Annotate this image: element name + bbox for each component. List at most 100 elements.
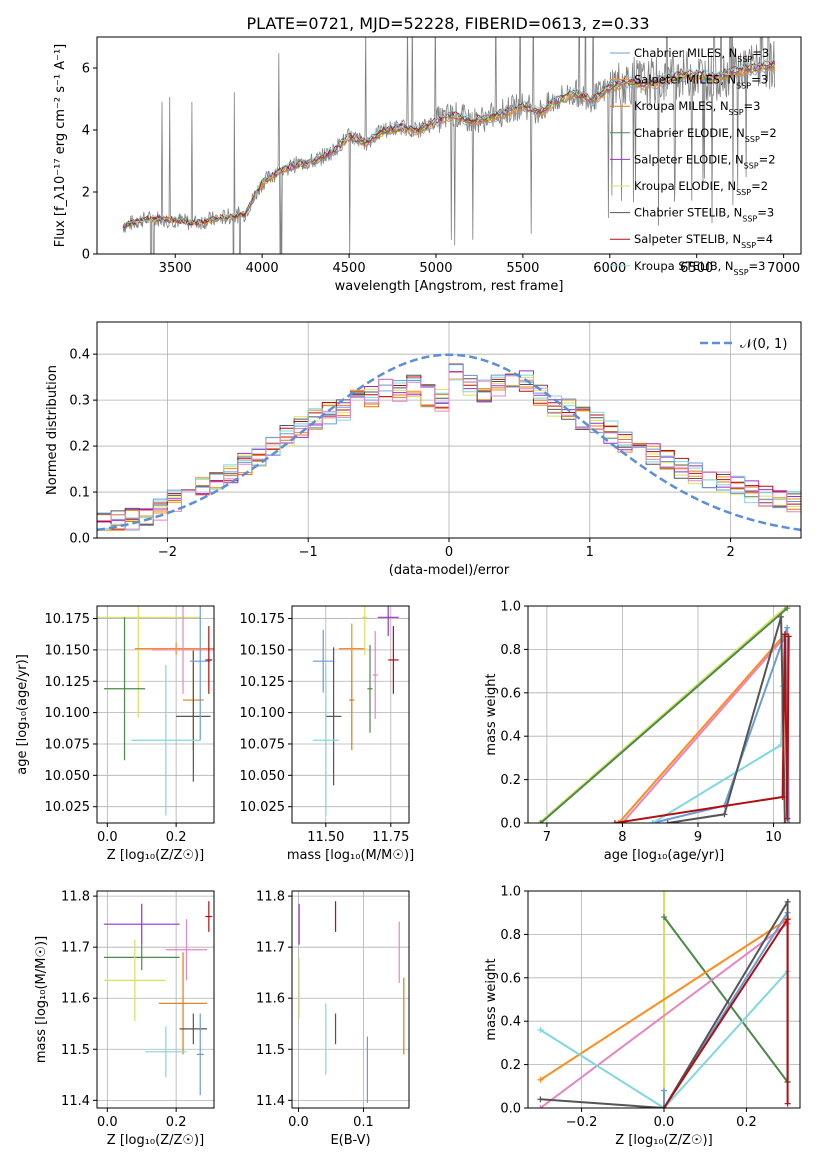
- y-tick-label: 11.6: [61, 992, 90, 1007]
- x-tick-label: 0.1: [353, 1115, 374, 1130]
- y-tick-label: 0.0: [500, 817, 521, 832]
- y-tick-label: 0.0: [500, 1102, 521, 1117]
- legend-entry: Chabrier MILES, NSSP=3: [634, 46, 769, 64]
- legend-text: Salpeter MILES, N: [634, 73, 736, 87]
- legend-suffix: =3: [752, 46, 769, 60]
- legend-subscript: SSP: [744, 161, 759, 170]
- legend-entry: Salpeter MILES, NSSP=3: [634, 73, 768, 91]
- y-tick-label: 10.175: [240, 612, 286, 627]
- weight-line: [663, 916, 789, 1083]
- mass-vs-reddening-panel: 0.0 0.1 11.4 11.5 11.6 11.7 11.8 E(B-V): [256, 890, 410, 1148]
- y-tick-label: 0.4: [69, 348, 90, 363]
- weight-line: [538, 606, 788, 823]
- legend-entry: Chabrier ELODIE, NSSP=2: [634, 126, 777, 144]
- x-tick-label: 5500: [506, 261, 539, 276]
- legend-entry: Salpeter STELIB, NSSP=4: [634, 232, 773, 250]
- x-tick-label: −0.2: [566, 1115, 598, 1130]
- axes-frame: [96, 321, 802, 539]
- weight-line: [539, 918, 789, 1081]
- x-tick-label: 3500: [159, 261, 192, 276]
- y-tick-label: 10.025: [240, 800, 286, 815]
- y-tick-label: 0.1: [69, 486, 90, 501]
- errorbar-layer: [103, 901, 213, 1096]
- y-tick-label: 0.4: [500, 730, 521, 745]
- axes-frame: [96, 605, 215, 824]
- axes-frame: [527, 605, 801, 824]
- x-tick-label: 11.75: [372, 830, 409, 845]
- legend-text: Kroupa MILES, N: [634, 99, 729, 113]
- errorbar-point: [377, 606, 399, 637]
- y-tick-label: 10.075: [240, 737, 286, 752]
- errorbar-point: [312, 664, 339, 816]
- x-tick-label: 6500: [680, 261, 713, 276]
- x-axis-label: (data-model)/error: [389, 563, 510, 578]
- legend-suffix: =3: [749, 259, 766, 273]
- x-tick-label: 0.0: [97, 830, 118, 845]
- model-spectrum-salpeter-miles: [122, 67, 776, 228]
- y-axis-label: mass weight: [484, 673, 499, 755]
- y-tick-label: 0.2: [500, 1058, 521, 1073]
- legend-subscript: SSP: [742, 214, 757, 223]
- y-tick-label: 0.6: [500, 971, 521, 986]
- x-tick-label: 6000: [593, 261, 626, 276]
- histogram-layer: [97, 353, 801, 538]
- weight-line: [540, 607, 788, 823]
- errorbar-point: [372, 631, 378, 719]
- y-tick-label: 10.125: [240, 675, 286, 690]
- y-tick-label: 4: [82, 124, 90, 139]
- errorbar-point: [134, 642, 214, 655]
- y-tick-label: 11.4: [256, 1094, 285, 1109]
- errorbar-point: [362, 606, 368, 655]
- errorbar-point: [325, 647, 342, 786]
- legend-text: Kroupa ELODIE, N: [634, 179, 736, 193]
- y-tick-label: 11.7: [61, 941, 90, 956]
- axes-frame: [96, 36, 802, 255]
- age-vs-metallicity-panel: 0.0 0.2 10.025 10.050 10.075 10.100 10.125 10.1…: [15, 605, 215, 863]
- model-spectrum-salpeter-elodie: [122, 63, 776, 229]
- legend-subscript: SSP: [745, 134, 760, 143]
- y-tick-label: 6: [82, 62, 90, 77]
- y-tick-label: 0.2: [69, 440, 90, 455]
- legend-entry: Salpeter ELODIE, NSSP=2: [634, 152, 776, 170]
- y-tick-label: 2: [82, 186, 90, 201]
- legend-suffix: =4: [756, 232, 773, 246]
- x-axis-label: wavelength [Angstrom, rest frame]: [335, 279, 564, 294]
- errorbar-point: [131, 664, 201, 816]
- legend-entry: 𝒩(0, 1): [740, 337, 787, 352]
- y-tick-label: 0: [82, 248, 90, 263]
- weight-line: [617, 633, 786, 823]
- y-tick-label: 10.025: [45, 800, 91, 815]
- y-tick-label: 0.4: [500, 1015, 521, 1030]
- y-tick-label: 10.100: [45, 706, 91, 721]
- x-tick-label: 0.2: [736, 1115, 757, 1130]
- x-axis-label: Z [log₁₀(Z/Z☉)]: [107, 1133, 204, 1148]
- y-tick-label: 10.050: [240, 769, 286, 784]
- errorbar-point: [165, 919, 208, 981]
- y-tick-label: 11.4: [61, 1094, 90, 1109]
- weight-line: [539, 922, 789, 1108]
- y-tick-label: 0.6: [500, 686, 521, 701]
- weight-vs-age-panel: 7 8 9 10 0.0 0.2 0.4 0.6 0.8 1.0 age [log₁₀(age/yr…: [484, 600, 801, 863]
- errorbar-layer: [298, 901, 405, 1103]
- errorbar-point: [103, 944, 180, 971]
- y-axis-label: age [log₁₀(age/yr)]: [15, 654, 30, 775]
- legend-text: Chabrier STELIB, N: [634, 206, 742, 220]
- weight-vs-metallicity-panel: −0.2 0.0 0.2 0.0 0.2 0.4 0.6 0.8 1.0 Z [log₁₀(Z/Z…: [484, 885, 801, 1148]
- legend-entry: Kroupa MILES, NSSP=3: [634, 99, 760, 117]
- legend-subscript: SSP: [736, 81, 751, 90]
- x-tick-label: 9: [694, 830, 702, 845]
- legend-entry: Chabrier STELIB, NSSP=3: [634, 206, 774, 224]
- y-tick-label: 0.3: [69, 394, 90, 409]
- y-tick-label: 11.5: [61, 1043, 90, 1058]
- x-axis-label: E(B-V): [330, 1133, 370, 1148]
- legend-suffix: =2: [751, 179, 768, 193]
- y-tick-label: 11.6: [256, 992, 285, 1007]
- y-tick-label: 10.050: [45, 769, 91, 784]
- errorbar-layer: [312, 606, 399, 816]
- errorbar-point: [179, 1013, 208, 1045]
- errorbar-point: [338, 623, 365, 674]
- y-tick-label: 10.125: [45, 675, 91, 690]
- errorbar-point: [189, 606, 211, 741]
- axes-frame: [291, 605, 410, 824]
- y-tick-label: 10.175: [45, 612, 91, 627]
